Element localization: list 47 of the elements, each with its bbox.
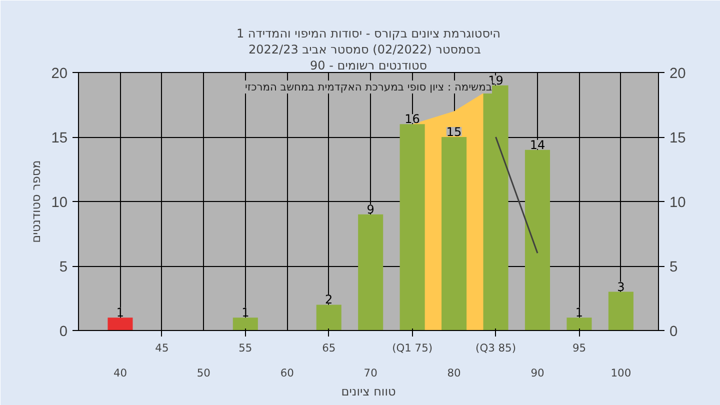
x-tick-label: 100 — [610, 366, 632, 380]
y-axis-title: מספר סטודנטים — [29, 160, 44, 243]
x-tick-label: 40 — [113, 366, 128, 380]
x-tick-label: 55 — [238, 342, 252, 354]
bar — [108, 318, 133, 330]
data-label: 1 — [575, 306, 584, 320]
x-tick-label: 95 — [572, 342, 586, 354]
y-tick-label: 10 — [51, 195, 68, 211]
x-tick-label: 45 — [155, 342, 169, 354]
chart-subtitle: בסמסטר (02/2022) סמסטר אביב 2022/23 — [248, 42, 481, 56]
bar — [232, 318, 258, 330]
x-tick-label: 70 — [364, 366, 378, 380]
data-label: 3 — [617, 280, 625, 294]
y-tick-label: 5 — [59, 260, 68, 276]
y-tick-label: 15 — [51, 130, 68, 146]
data-label: 15 — [446, 125, 462, 139]
bar — [358, 214, 384, 330]
x-tick-label: 65 — [322, 342, 336, 354]
y-tick-label: 0 — [59, 324, 68, 340]
y2-tick-label: 10 — [670, 195, 686, 211]
x-tick-label: (Q3 85) — [476, 342, 516, 354]
x-tick-label: 90 — [530, 366, 544, 380]
data-label: 16 — [404, 112, 420, 126]
x-tick-label: 80 — [447, 366, 462, 380]
y2-tick-label: 5 — [670, 260, 678, 276]
bar — [400, 124, 425, 330]
annotation: במשימה : ציון סופי במערכת האקדמית במחשב המרכזי — [245, 80, 492, 94]
data-label: 1 — [242, 306, 250, 320]
chart-title: היסטוגרמת ציונים בקורס - יסודות המיפוי והמדידה 1 — [236, 26, 501, 40]
bar — [524, 150, 550, 330]
bar — [608, 292, 634, 330]
text: סטודנטים רשומים - 90 — [310, 58, 428, 72]
y2-tick-label: 0 — [670, 324, 678, 340]
data-label: 1 — [116, 306, 124, 320]
y-tick-label: 20 — [51, 66, 68, 82]
x-axis-title: טווח ציונים — [341, 384, 396, 398]
x-tick-label: 50 — [196, 366, 211, 380]
y2-tick-label: 15 — [670, 130, 686, 146]
bar — [442, 137, 467, 330]
y2-tick-label: 20 — [670, 66, 686, 82]
bar — [566, 318, 592, 330]
data-label: 9 — [366, 202, 374, 216]
data-label: 14 — [530, 138, 546, 152]
x-tick-label: (Q1 75) — [392, 342, 433, 354]
x-tick-label: 60 — [280, 366, 294, 380]
data-label: 2 — [325, 292, 333, 307]
bar — [316, 304, 342, 330]
